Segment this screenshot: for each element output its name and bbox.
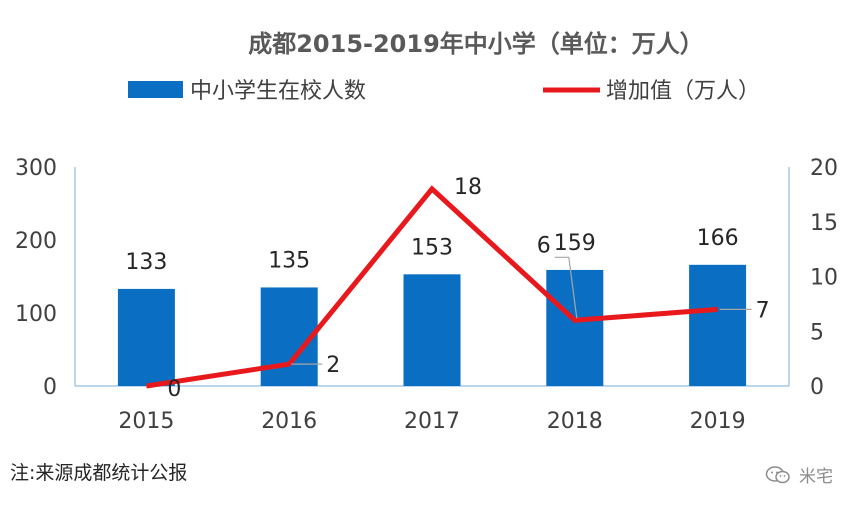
line-value-label: 7	[756, 298, 770, 323]
legend-swatch-bar	[128, 81, 183, 98]
label-leader-line	[554, 256, 578, 319]
right-axis-tick-label: 0	[810, 375, 824, 400]
x-axis-tick-label: 2015	[118, 409, 174, 434]
bar	[117, 288, 175, 386]
legend-label-line: 增加值（万人）	[606, 79, 760, 104]
watermark-text: 米宅	[799, 467, 833, 487]
right-axis-tick-label: 20	[810, 156, 838, 181]
left-axis-tick-label: 100	[15, 302, 57, 327]
bar-value-label: 159	[554, 231, 596, 256]
line-value-label: 18	[454, 175, 482, 200]
left-axis-tick-label: 0	[43, 375, 57, 400]
right-axis-tick-label: 15	[810, 211, 838, 236]
bar	[260, 287, 318, 386]
bar-value-label: 153	[411, 235, 453, 260]
chart: 成都2015-2019年中小学（单位：万人） 中小学生在校人数 增加值（万人） …	[15, 30, 838, 434]
chart-title: 成都2015-2019年中小学（单位：万人）	[248, 30, 704, 58]
right-axis-tick-label: 10	[810, 266, 838, 291]
line-value-label: 0	[167, 377, 181, 402]
line-value-label: 2	[326, 353, 340, 378]
watermark: 米宅	[765, 462, 833, 487]
bar	[403, 274, 461, 386]
x-axis-tick-label: 2019	[690, 409, 746, 434]
x-axis-tick-label: 2018	[547, 409, 603, 434]
bar-value-label: 135	[268, 248, 310, 273]
left-axis-tick-label: 200	[15, 229, 57, 254]
increase-line	[146, 185, 718, 389]
bar-value-label: 133	[125, 250, 167, 275]
bar-value-label: 166	[697, 226, 739, 251]
x-axis-tick-label: 2016	[261, 409, 317, 434]
line-value-label: 6	[537, 233, 551, 258]
right-axis-tick-label: 5	[810, 320, 824, 345]
source-note: 注:来源成都统计公报	[10, 462, 188, 484]
bar	[689, 264, 747, 386]
bar	[546, 269, 604, 386]
x-axis-tick-label: 2017	[404, 409, 460, 434]
legend-label-bar: 中小学生在校人数	[190, 79, 366, 104]
wechat-icon	[765, 465, 790, 483]
left-axis-tick-label: 300	[15, 156, 57, 181]
